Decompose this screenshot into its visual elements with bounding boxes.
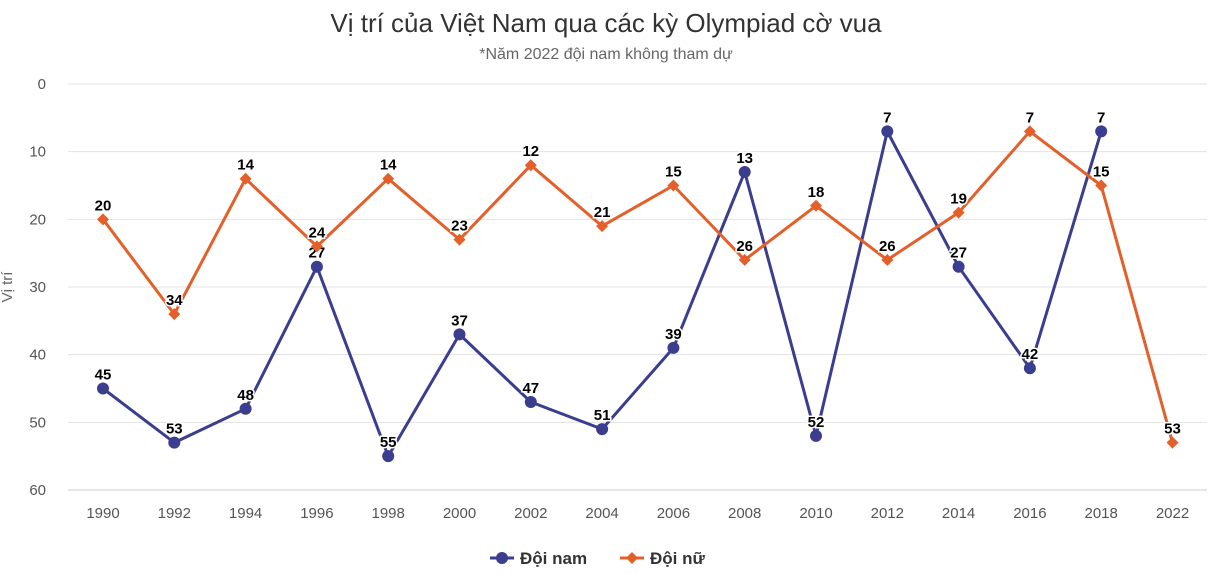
y-tick-label: 10 (29, 144, 46, 161)
data-point (881, 253, 894, 266)
data-point (382, 172, 395, 185)
data-point (382, 450, 395, 463)
data-label: 23 (451, 218, 468, 235)
data-label: 48 (237, 387, 254, 404)
x-tick-label: 2016 (1013, 505, 1046, 522)
data-label: 7 (1097, 109, 1105, 126)
legend-marker (496, 552, 508, 564)
x-tick-label: 2018 (1085, 505, 1118, 522)
data-label: 42 (1022, 346, 1039, 363)
data-label: 53 (1164, 421, 1181, 438)
data-label: 19 (950, 191, 967, 208)
data-point (952, 206, 965, 219)
y-tick-label: 0 (38, 76, 46, 93)
data-point (596, 423, 609, 436)
data-label: 34 (166, 292, 183, 309)
x-tick-label: 1990 (86, 505, 119, 522)
data-point (239, 172, 252, 185)
data-label: 27 (950, 245, 967, 262)
data-point (1095, 179, 1108, 192)
y-tick-label: 60 (29, 482, 46, 499)
data-label: 47 (522, 380, 539, 397)
data-label: 15 (1093, 164, 1110, 181)
data-point (667, 341, 680, 354)
x-tick-label: 2002 (514, 505, 547, 522)
series-line-1 (101, 129, 1174, 444)
data-label: 12 (522, 143, 539, 160)
chart-subtitle: *Năm 2022 đội nam không tham dự (479, 46, 733, 63)
data-point (168, 436, 181, 449)
data-point (738, 253, 751, 266)
data-point (1166, 436, 1179, 449)
x-tick-label: 1994 (229, 505, 262, 522)
data-label: 27 (309, 245, 326, 262)
data-label: 53 (166, 421, 183, 438)
x-tick-label: 2004 (585, 505, 618, 522)
data-point (667, 179, 680, 192)
data-label: 37 (451, 312, 468, 329)
data-label: 20 (95, 197, 112, 214)
y-tick-label: 20 (29, 211, 46, 228)
legend-label: Đội nam (520, 549, 587, 568)
data-point (1023, 125, 1036, 138)
data-point (524, 396, 537, 409)
x-tick-label: 2000 (443, 505, 476, 522)
x-tick-label: 2006 (657, 505, 690, 522)
data-point (524, 159, 537, 172)
y-tick-label: 40 (29, 347, 46, 364)
data-point (453, 328, 466, 341)
data-label: 24 (309, 224, 326, 241)
data-point (810, 429, 822, 442)
data-point (881, 125, 894, 138)
data-point (810, 199, 822, 212)
data-point (97, 382, 109, 395)
y-axis-title: Vị trí (0, 271, 16, 303)
y-tick-label: 50 (29, 414, 46, 431)
data-point (310, 240, 323, 253)
data-point (952, 260, 965, 273)
data-point (1095, 125, 1108, 138)
data-point (239, 402, 252, 415)
data-label: 51 (594, 407, 611, 424)
x-tick-label: 2010 (799, 505, 832, 522)
data-label: 18 (808, 184, 825, 201)
data-label: 13 (736, 150, 753, 167)
data-label: 26 (736, 238, 753, 255)
data-label: 15 (665, 164, 682, 181)
data-point (453, 233, 466, 246)
data-label: 52 (808, 414, 825, 431)
data-label: 7 (1026, 109, 1034, 126)
data-label: 14 (380, 157, 397, 174)
data-label: 21 (594, 204, 611, 221)
data-label: 14 (237, 157, 254, 174)
legend-marker (626, 552, 638, 564)
data-point (738, 165, 751, 178)
data-point (1023, 362, 1036, 375)
data-point (310, 260, 323, 273)
y-tick-label: 30 (29, 279, 46, 296)
x-tick-label: 1996 (300, 505, 333, 522)
data-point (596, 220, 609, 233)
data-label: 45 (95, 367, 112, 384)
data-label: 7 (883, 109, 891, 126)
data-point (97, 213, 109, 226)
x-tick-label: 2008 (728, 505, 761, 522)
data-label: 39 (665, 326, 682, 343)
x-tick-label: 2014 (942, 505, 975, 522)
chart-title: Vị trí của Việt Nam qua các kỳ Olympiad … (330, 8, 882, 38)
x-tick-label: 2022 (1156, 505, 1189, 522)
x-tick-label: 2012 (871, 505, 904, 522)
data-label: 55 (380, 434, 397, 451)
x-tick-label: 1998 (372, 505, 405, 522)
x-tick-label: 1992 (158, 505, 191, 522)
data-point (168, 308, 181, 321)
data-label: 26 (879, 238, 896, 255)
legend-label: Đội nữ (650, 549, 705, 568)
